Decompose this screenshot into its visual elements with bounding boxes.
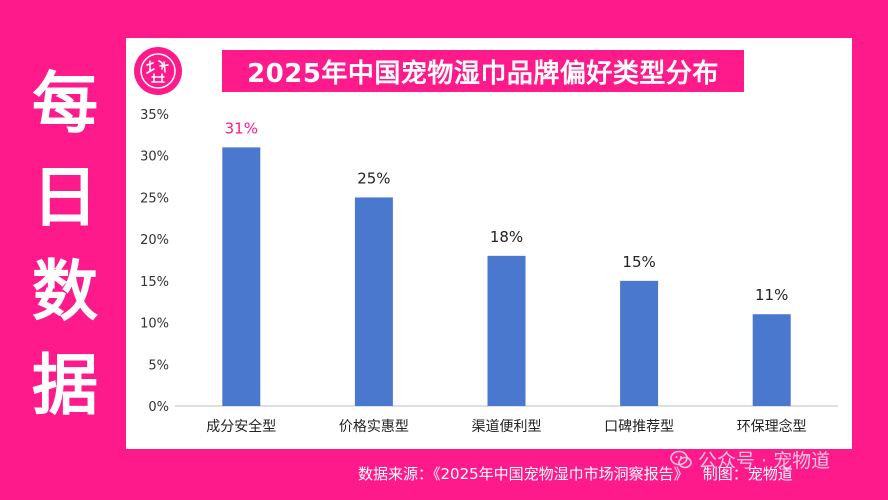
watermark-text: 公众号 · 宠物道 xyxy=(698,450,831,472)
data-label: 25% xyxy=(357,169,390,187)
side-title-char: 据 xyxy=(32,347,98,424)
side-title: 每 日 数 据 xyxy=(22,62,108,428)
data-label: 31% xyxy=(225,119,258,137)
y-tick-label: 20% xyxy=(140,233,169,248)
brand-seal-icon xyxy=(134,47,182,95)
y-tick-label: 0% xyxy=(148,400,169,415)
wechat-icon xyxy=(670,450,692,468)
y-tick-label: 30% xyxy=(140,150,169,165)
footer: 数据来源：《2025年中国宠物湿巾市场洞察报告》 制图：宠物道 xyxy=(358,463,793,484)
x-tick-label: 环保理念型 xyxy=(737,418,807,435)
y-tick-label: 35% xyxy=(140,108,169,123)
x-tick-label: 价格实惠型 xyxy=(339,419,409,435)
bar xyxy=(222,147,261,406)
bar xyxy=(354,197,393,406)
brand-seal-glyph xyxy=(140,53,176,89)
x-tick-label: 口碑推荐型 xyxy=(604,419,674,435)
y-tick-label: 25% xyxy=(140,191,169,206)
x-tick-label: 成分安全型 xyxy=(206,418,276,435)
y-tick-label: 5% xyxy=(148,358,169,373)
y-tick-label: 10% xyxy=(140,317,169,332)
data-label: 15% xyxy=(622,253,655,271)
bar xyxy=(487,255,526,406)
chart-title: 2025年中国宠物湿巾品牌偏好类型分布 xyxy=(247,58,719,89)
side-title-char: 日 xyxy=(32,159,98,236)
bar xyxy=(620,280,659,406)
x-tick-label: 渠道便利型 xyxy=(472,419,542,435)
bar-chart: 0% 5% 10% 15% 20% 25% 30% 35% 31% 成分安全型 25% 价格实惠型 18… xyxy=(140,108,838,435)
data-source: 数据来源：《2025年中国宠物湿巾市场洞察报告》 xyxy=(358,465,689,483)
bar xyxy=(752,314,791,406)
watermark: 公众号 · 宠物道 xyxy=(670,446,830,473)
chart-title-box: 2025年中国宠物湿巾品牌偏好类型分布 xyxy=(222,50,744,92)
chart-credit: 制图：宠物道 xyxy=(702,465,793,483)
y-tick-label: 15% xyxy=(140,275,169,290)
data-label: 18% xyxy=(490,228,523,246)
data-label: 11% xyxy=(755,286,788,304)
side-title-char: 每 xyxy=(32,65,98,142)
side-title-char: 数 xyxy=(32,253,98,330)
